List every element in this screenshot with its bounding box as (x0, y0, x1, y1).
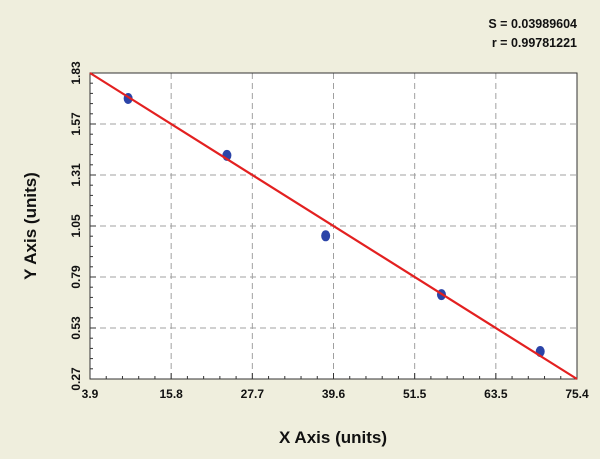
y-tick-label: 1.31 (69, 163, 83, 187)
s-statistic: S = 0.03989604 (488, 17, 577, 31)
x-tick-label: 63.5 (484, 387, 508, 401)
fit-line (89, 72, 578, 380)
data-point (321, 230, 331, 242)
x-tick-label: 75.4 (565, 387, 589, 401)
x-tick-labels: 3.9 15.8 27.7 39.6 51.5 63.5 75.4 (82, 387, 589, 401)
y-tick-label: 1.83 (69, 61, 83, 85)
y-tick-label: 1.57 (69, 112, 83, 136)
y-tick-label: 0.53 (69, 316, 83, 340)
plot-border (89, 72, 578, 380)
x-tick-label: 15.8 (159, 387, 183, 401)
x-axis-title: X Axis (units) (279, 428, 387, 447)
y-tick-labels: 1.83 1.57 1.31 1.05 0.79 0.53 0.27 (69, 61, 83, 391)
y-axis-title: Y Axis (units) (21, 172, 40, 280)
x-tick-label: 39.6 (322, 387, 346, 401)
y-tick-label: 0.79 (69, 265, 83, 289)
y-tick-label: 0.27 (69, 367, 83, 391)
x-tick-label: 3.9 (82, 387, 99, 401)
x-tick-label: 27.7 (241, 387, 265, 401)
r-statistic: r = 0.99781221 (492, 36, 577, 50)
y-tick-label: 1.05 (69, 214, 83, 238)
x-tick-label: 51.5 (403, 387, 427, 401)
